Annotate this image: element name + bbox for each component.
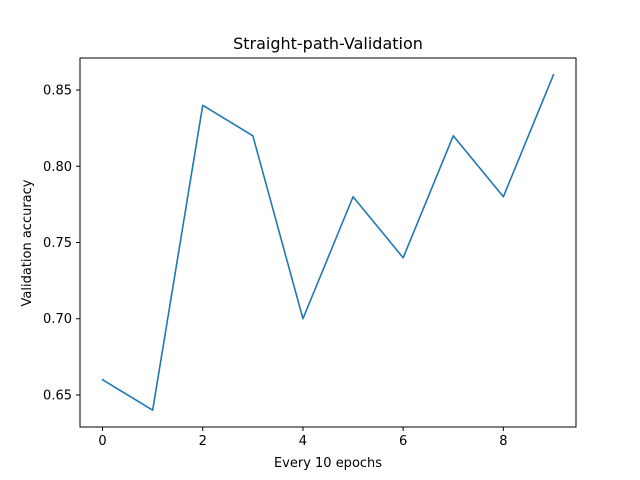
y-tick-label: 0.70 <box>43 312 72 327</box>
series-layer <box>101 73 555 412</box>
y-tick-label: 0.75 <box>43 236 72 251</box>
x-tick-label: 6 <box>399 434 407 449</box>
y-tick-label: 0.65 <box>43 388 72 403</box>
x-tick-label: 2 <box>199 434 207 449</box>
chart-title: Straight-path-Validation <box>233 34 423 53</box>
y-tick-label: 0.80 <box>43 160 72 175</box>
y-axis-ticks: 0.65 0.70 0.75 0.80 0.85 <box>43 84 80 403</box>
plot-frame <box>79 57 577 428</box>
series-line-0 <box>101 73 555 412</box>
x-tick-label: 8 <box>499 434 507 449</box>
y-axis-label: Validation accuracy <box>20 179 35 306</box>
x-tick-label: 4 <box>299 434 307 449</box>
x-axis-ticks: 0 2 4 6 8 <box>98 427 507 449</box>
x-tick-label: 0 <box>98 434 106 449</box>
y-tick-label: 0.85 <box>43 84 72 99</box>
x-axis-label: Every 10 epochs <box>274 456 382 471</box>
